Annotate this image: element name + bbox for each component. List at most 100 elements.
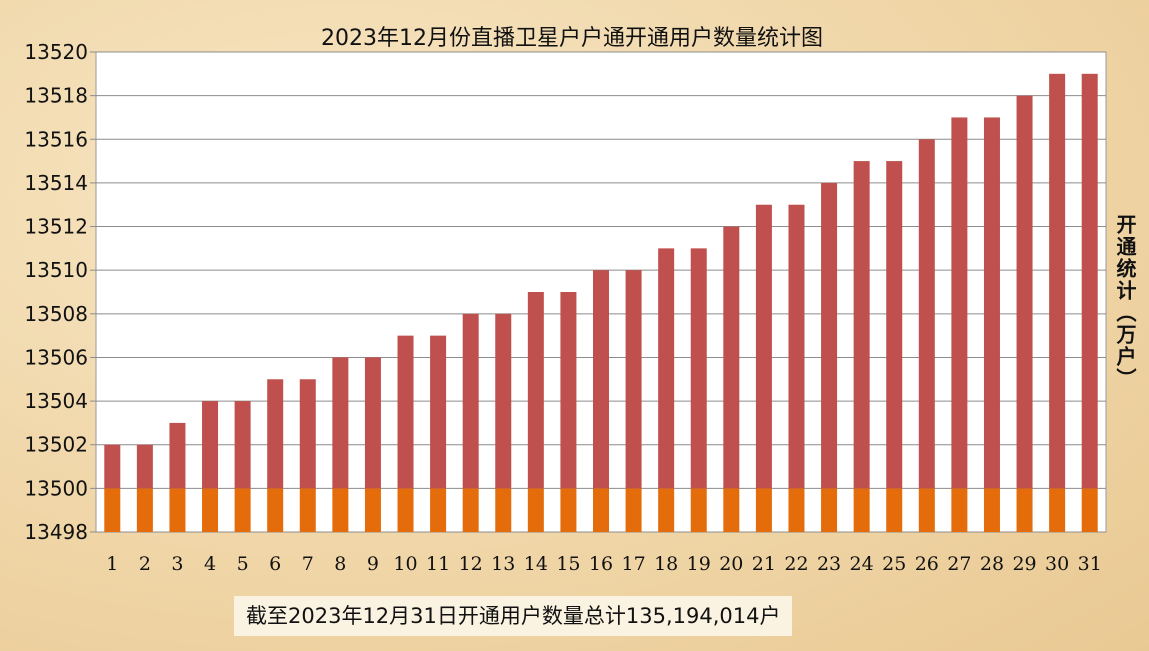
bar-base-segment — [723, 488, 740, 532]
x-tick-label: 9 — [367, 553, 379, 575]
bar-base-segment — [755, 488, 772, 532]
x-tick-label: 23 — [817, 553, 841, 575]
y-axis: 13498 13500 13502 13504 13506 13508 13510 13512… — [24, 40, 96, 544]
bar-top-segment — [918, 139, 935, 489]
bar-top-segment — [169, 422, 186, 489]
bar-top-segment — [462, 313, 479, 489]
bar-top-segment — [560, 292, 577, 489]
bar-top-segment — [821, 182, 838, 489]
y-tick-label: 13512 — [24, 215, 88, 239]
bars — [104, 73, 1098, 532]
bar-base-segment — [527, 488, 544, 532]
bar-top-segment — [658, 248, 675, 489]
x-tick-label: 18 — [654, 553, 678, 575]
x-tick-label: 13 — [491, 553, 515, 575]
bar-base-segment — [886, 488, 903, 532]
bar-top-segment — [886, 161, 903, 489]
bar-top-segment — [951, 117, 968, 489]
y-tick-label: 13506 — [24, 345, 88, 369]
bar-base-segment — [136, 488, 153, 532]
x-tick-label: 29 — [1012, 553, 1036, 575]
x-axis: 1 2 3 4 5 6 7 8 9 10 11 12 13 14 15 16 17 18 19 20 21 22 23 24 2… — [106, 553, 1102, 575]
bar-top-segment — [1016, 95, 1033, 489]
x-tick-label: 22 — [784, 553, 808, 575]
x-tick-label: 10 — [393, 553, 417, 575]
bar-top-segment — [299, 379, 316, 489]
x-tick-label: 27 — [947, 553, 971, 575]
y-tick-label: 13500 — [24, 476, 88, 500]
bar-base-segment — [690, 488, 707, 532]
bar-top-segment — [853, 161, 870, 489]
bar-base-segment — [625, 488, 642, 532]
x-tick-label: 30 — [1045, 553, 1069, 575]
x-tick-label: 24 — [850, 553, 874, 575]
bar-base-segment — [202, 488, 219, 532]
x-tick-label: 8 — [334, 553, 346, 575]
x-tick-label: 3 — [171, 553, 183, 575]
bar-base-segment — [462, 488, 479, 532]
y-tick-label: 13514 — [24, 171, 88, 195]
bar-top-segment — [593, 270, 609, 489]
x-tick-label: 26 — [915, 553, 939, 575]
x-tick-label: 12 — [459, 553, 483, 575]
bar-base-segment — [397, 488, 414, 532]
x-tick-label: 6 — [269, 553, 281, 575]
bar-base-segment — [267, 488, 284, 532]
bar-top-segment — [1049, 73, 1066, 489]
chart-title: 2023年12月份直播卫星户户通开通用户数量统计图 — [321, 26, 823, 51]
bar-top-segment — [202, 401, 219, 489]
bar-top-segment — [625, 270, 642, 489]
x-tick-label: 11 — [426, 553, 450, 575]
x-tick-label: 14 — [524, 553, 548, 575]
bar-top-segment — [723, 226, 740, 489]
x-tick-label: 17 — [621, 553, 645, 575]
bar-top-segment — [430, 335, 447, 489]
x-tick-label: 2 — [139, 553, 151, 575]
bar-top-segment — [983, 117, 1000, 489]
bar-base-segment — [853, 488, 870, 532]
x-tick-label: 31 — [1078, 553, 1102, 575]
y-tick-label: 13518 — [24, 84, 88, 108]
bar-base-segment — [983, 488, 1000, 532]
x-tick-label: 15 — [556, 553, 580, 575]
bar-base-segment — [951, 488, 968, 532]
bar-base-segment — [1016, 488, 1033, 532]
bar-base-segment — [560, 488, 577, 532]
x-tick-label: 5 — [237, 553, 249, 575]
bar-top-segment — [527, 292, 544, 489]
bar-top-segment — [397, 335, 414, 489]
bar-base-segment — [430, 488, 447, 532]
y-tick-label: 13516 — [24, 127, 88, 151]
x-tick-label: 1 — [106, 553, 118, 575]
bar-base-segment — [918, 488, 935, 532]
x-tick-label: 20 — [719, 553, 743, 575]
bar-base-segment — [169, 488, 186, 532]
bar-base-segment — [332, 488, 349, 532]
bar-base-segment — [1081, 488, 1098, 532]
bar-base-segment — [299, 488, 316, 532]
bar-base-segment — [593, 488, 609, 532]
bar-top-segment — [495, 313, 512, 489]
y-tick-label: 13502 — [24, 433, 88, 457]
x-tick-label: 16 — [589, 553, 613, 575]
bar-base-segment — [821, 488, 838, 532]
bar-base-segment — [788, 488, 805, 532]
bar-base-segment — [364, 488, 381, 532]
bar-top-segment — [364, 357, 381, 489]
bar-top-segment — [690, 248, 707, 489]
bar-top-segment — [267, 379, 284, 489]
bar-top-segment — [788, 204, 805, 489]
x-tick-label: 4 — [204, 553, 216, 575]
x-tick-label: 28 — [980, 553, 1004, 575]
y-axis-title: 开通统计（万户） — [1113, 214, 1137, 390]
y-tick-label: 13498 — [24, 520, 88, 544]
bar-base-segment — [234, 488, 251, 532]
bar-base-segment — [104, 488, 121, 532]
y-tick-label: 13504 — [24, 389, 88, 413]
gridlines — [96, 51, 1106, 533]
bar-top-segment — [104, 444, 121, 489]
y-tick-label: 13510 — [24, 258, 88, 282]
y-tick-label: 13508 — [24, 302, 88, 326]
y-tick-label: 13520 — [24, 40, 88, 64]
